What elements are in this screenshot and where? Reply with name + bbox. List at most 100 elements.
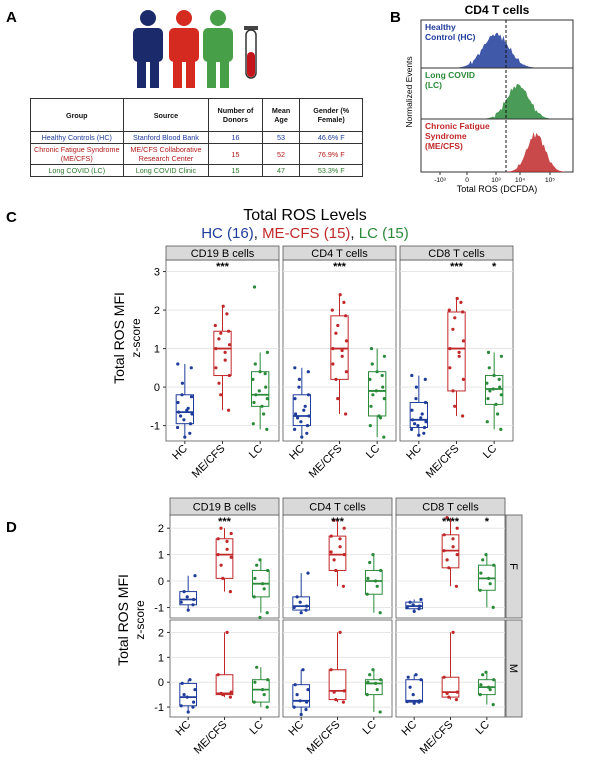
significance-marker: * (485, 516, 490, 528)
y-tick-label: 2 (158, 627, 164, 639)
data-point (478, 588, 482, 592)
y-tick-label: 0 (154, 382, 160, 394)
x-category-label: ME/CFS (424, 443, 462, 481)
data-point (414, 385, 418, 389)
data-point (453, 404, 457, 408)
data-point (410, 427, 414, 431)
box-hc (409, 401, 428, 429)
data-point (179, 414, 183, 418)
data-point (294, 412, 298, 416)
data-point (418, 699, 422, 703)
data-point (332, 518, 336, 522)
panel-label-d: D (6, 519, 17, 536)
data-point (334, 377, 338, 381)
table-header-cell: Group (30, 98, 124, 132)
table-cell: Chronic Fatigue Syndrome (ME/CFS) (30, 143, 124, 165)
data-point (299, 420, 303, 424)
demographics-table: Group Source Number of Donors Mean Age G… (30, 98, 363, 177)
data-point (491, 605, 495, 610)
x-category-label: ME/CFS (418, 719, 456, 757)
data-point (179, 704, 183, 708)
data-point (193, 688, 197, 692)
data-point (382, 354, 386, 358)
data-point (454, 698, 458, 702)
data-point (338, 545, 342, 549)
data-point (217, 337, 221, 341)
data-point (497, 377, 501, 381)
data-point (186, 608, 190, 612)
box-hc (405, 679, 424, 703)
data-point (229, 690, 233, 694)
box-lc (364, 569, 383, 595)
data-point (417, 433, 421, 437)
data-point (423, 400, 428, 405)
data-point (262, 412, 266, 416)
data-point (253, 680, 257, 684)
significance-marker: *** (333, 261, 347, 273)
data-point (371, 393, 375, 397)
y-tick-label: -1 (150, 421, 160, 433)
table-header-cell: Number of Donors (208, 98, 263, 132)
table-cell: Long COVID Clinic (122, 164, 210, 177)
significance-marker: *** (216, 261, 230, 273)
data-point (442, 533, 446, 537)
data-point (378, 611, 382, 615)
data-point (486, 397, 490, 401)
histogram-group-label: Syndrome (425, 131, 467, 141)
table-cell: 53 (261, 131, 301, 144)
data-point (176, 425, 180, 430)
data-point (334, 568, 338, 573)
box-lc (368, 371, 387, 417)
data-point (300, 435, 304, 439)
significance-marker: *** (331, 516, 345, 528)
x-category-label: LC (361, 719, 379, 737)
table-cell: 15 (208, 164, 263, 177)
box-me (328, 669, 347, 701)
data-point (378, 710, 382, 714)
data-point (292, 705, 296, 709)
data-point (485, 420, 489, 424)
data-point (186, 710, 190, 714)
data-point (265, 397, 269, 401)
data-point (182, 590, 186, 594)
data-point (412, 701, 416, 705)
data-point (329, 668, 333, 672)
data-point (492, 563, 496, 567)
data-point (253, 576, 257, 581)
data-point (448, 347, 452, 351)
data-point (252, 400, 256, 405)
data-point (375, 584, 379, 588)
data-point (306, 688, 310, 692)
histogram-group-label: Long COVID (425, 70, 475, 80)
box-me (215, 538, 234, 579)
blood-tube-icon (244, 26, 258, 79)
data-point (484, 670, 488, 674)
data-point (182, 418, 186, 422)
data-point (423, 377, 427, 381)
data-point (252, 700, 256, 704)
data-point (445, 691, 449, 696)
y-tick-label: -1 (154, 602, 164, 614)
chart-c: Total ROS Levels HC (16), ME-CFS (15), L… (111, 207, 514, 481)
panel-label-c: C (6, 209, 17, 226)
data-point (219, 331, 223, 335)
histogram-x-tick-label: 10³ (491, 177, 501, 184)
y-tick-label: 1 (158, 652, 164, 664)
data-point (221, 576, 225, 581)
data-point (368, 424, 372, 428)
x-category-label: HC (404, 443, 424, 463)
data-point (329, 534, 333, 538)
data-point (344, 314, 348, 318)
data-point (406, 675, 410, 679)
data-point (419, 678, 423, 682)
data-point (342, 689, 346, 693)
y-tick-label: 3 (154, 267, 160, 279)
data-point (491, 703, 495, 707)
data-point (405, 700, 409, 704)
data-point (344, 339, 349, 343)
data-point (498, 385, 502, 389)
histogram-panel: CD4 T cells Normalized Events HealthyCon… (404, 3, 574, 194)
facet-strip-label: CD8 T cells (428, 248, 485, 260)
box-me (328, 535, 347, 571)
